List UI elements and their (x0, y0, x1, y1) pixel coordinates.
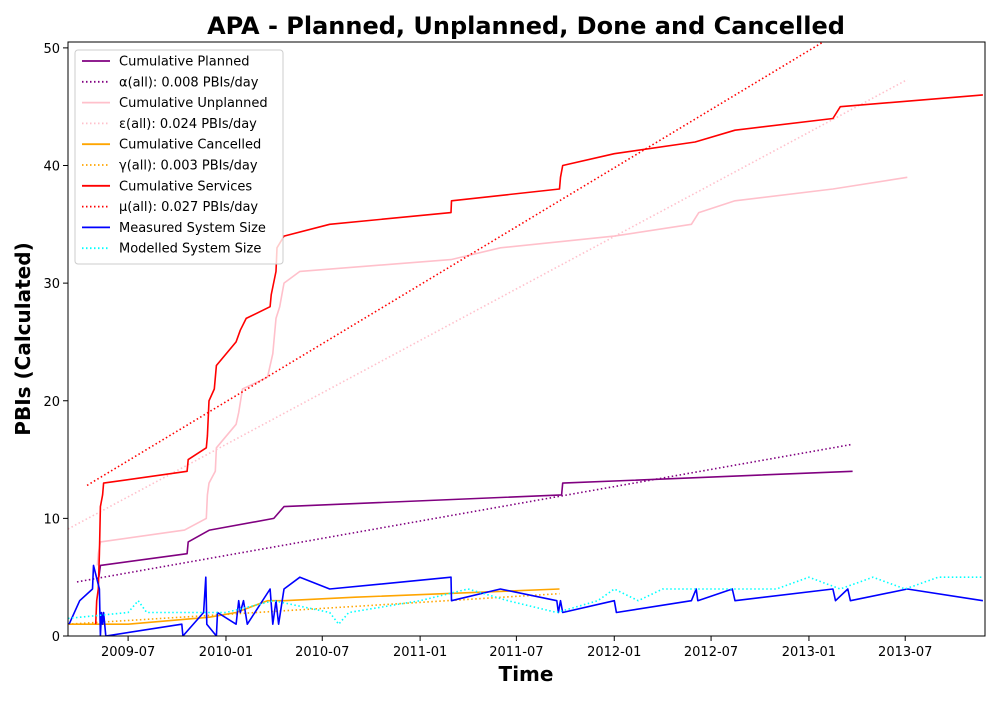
legend-label-2: Cumulative Unplanned (119, 96, 268, 111)
y-tick-label-5: 50 (43, 42, 60, 57)
legend-label-9: Modelled System Size (119, 242, 261, 257)
y-axis: 0 10 20 30 40 50 (43, 42, 68, 645)
series-line-9 (68, 576, 983, 626)
y-tick-label-3: 30 (43, 277, 60, 292)
legend-box (74, 49, 284, 265)
legend-label-7: μ(all): 0.027 PBIs/day (119, 200, 258, 215)
series-line-7 (86, 42, 825, 487)
plot-frame (67, 41, 986, 637)
legend-label-6: Cumulative Services (119, 179, 252, 194)
series-line-0 (98, 470, 853, 578)
series-line-4 (68, 588, 560, 626)
x-tick-label-2: 2010-07 (295, 645, 349, 660)
series-line-8 (68, 564, 984, 636)
series-line-6 (94, 94, 983, 625)
y-tick-label-1: 10 (43, 512, 60, 527)
y-tick-label-0: 0 (52, 630, 60, 645)
series-line-5 (68, 592, 560, 625)
y-axis-label: PBIs (Calculated) (11, 242, 35, 435)
legend-label-8: Measured System Size (119, 221, 266, 236)
legend-label-5: γ(all): 0.003 PBIs/day (119, 159, 258, 174)
x-tick-label-4: 2011-07 (489, 645, 543, 660)
series-line-1 (76, 443, 853, 583)
x-tick-label-5: 2012-01 (587, 645, 641, 660)
x-axis: 2009-07 2010-01 2010-07 2011-01 2011-07 2012-… (101, 636, 932, 660)
x-tick-label-0: 2009-07 (101, 645, 155, 660)
legend: Cumulative Planned α(all): 0.008 PBIs/day… (74, 49, 284, 265)
legend-label-0: Cumulative Planned (119, 55, 249, 70)
x-axis-label: Time (499, 662, 554, 686)
legend-label-4: Cumulative Cancelled (119, 138, 261, 153)
x-tick-label-8: 2013-07 (878, 645, 932, 660)
y-tick-label-2: 20 (43, 395, 60, 410)
y-tick-label-4: 40 (43, 160, 60, 175)
x-tick-label-7: 2013-01 (782, 645, 836, 660)
x-tick-label-1: 2010-01 (199, 645, 253, 660)
chart-title: APA - Planned, Unplanned, Done and Cance… (207, 12, 845, 40)
x-tick-label-3: 2011-01 (393, 645, 447, 660)
x-tick-label-6: 2012-07 (684, 645, 738, 660)
plot-area (68, 42, 984, 636)
legend-label-1: α(all): 0.008 PBIs/day (119, 75, 259, 90)
series-line-2 (96, 176, 908, 566)
legend-label-3: ε(all): 0.024 PBIs/day (119, 117, 257, 132)
series-line-3 (68, 78, 908, 530)
